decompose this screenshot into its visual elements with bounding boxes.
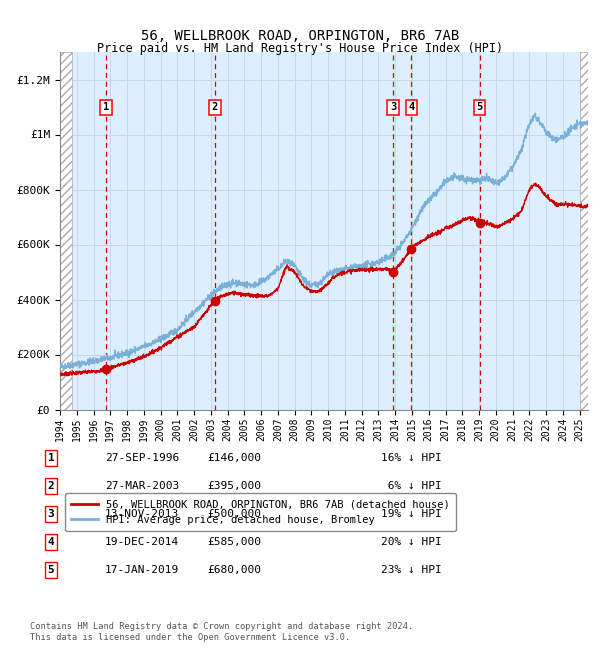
Text: £146,000: £146,000 (207, 453, 261, 463)
Text: 23% ↓ HPI: 23% ↓ HPI (381, 565, 442, 575)
Text: £395,000: £395,000 (207, 481, 261, 491)
Legend: 56, WELLBROOK ROAD, ORPINGTON, BR6 7AB (detached house), HPI: Average price, det: 56, WELLBROOK ROAD, ORPINGTON, BR6 7AB (… (65, 493, 456, 531)
Text: 4: 4 (47, 537, 55, 547)
Text: 56, WELLBROOK ROAD, ORPINGTON, BR6 7AB: 56, WELLBROOK ROAD, ORPINGTON, BR6 7AB (141, 29, 459, 44)
Bar (60, 52, 72, 410)
Text: 1: 1 (103, 103, 109, 112)
Text: £585,000: £585,000 (207, 537, 261, 547)
Text: Price paid vs. HM Land Registry's House Price Index (HPI): Price paid vs. HM Land Registry's House … (97, 42, 503, 55)
Text: 3: 3 (390, 103, 396, 112)
Text: 17-JAN-2019: 17-JAN-2019 (105, 565, 179, 575)
Text: £680,000: £680,000 (207, 565, 261, 575)
Text: 1: 1 (47, 453, 55, 463)
Text: 13-NOV-2013: 13-NOV-2013 (105, 509, 179, 519)
Text: 27-SEP-1996: 27-SEP-1996 (105, 453, 179, 463)
Text: 27-MAR-2003: 27-MAR-2003 (105, 481, 179, 491)
Text: 5: 5 (47, 565, 55, 575)
Text: 4: 4 (408, 103, 415, 112)
Text: 2: 2 (47, 481, 55, 491)
Text: 6% ↓ HPI: 6% ↓ HPI (381, 481, 442, 491)
Text: 20% ↓ HPI: 20% ↓ HPI (381, 537, 442, 547)
Text: Contains HM Land Registry data © Crown copyright and database right 2024.
This d: Contains HM Land Registry data © Crown c… (30, 622, 413, 642)
Text: 5: 5 (476, 103, 483, 112)
Text: 3: 3 (47, 509, 55, 519)
Text: 16% ↓ HPI: 16% ↓ HPI (381, 453, 442, 463)
Bar (580, 52, 590, 410)
Text: £500,000: £500,000 (207, 509, 261, 519)
Text: 19-DEC-2014: 19-DEC-2014 (105, 537, 179, 547)
Text: 19% ↓ HPI: 19% ↓ HPI (381, 509, 442, 519)
Text: 2: 2 (212, 103, 218, 112)
